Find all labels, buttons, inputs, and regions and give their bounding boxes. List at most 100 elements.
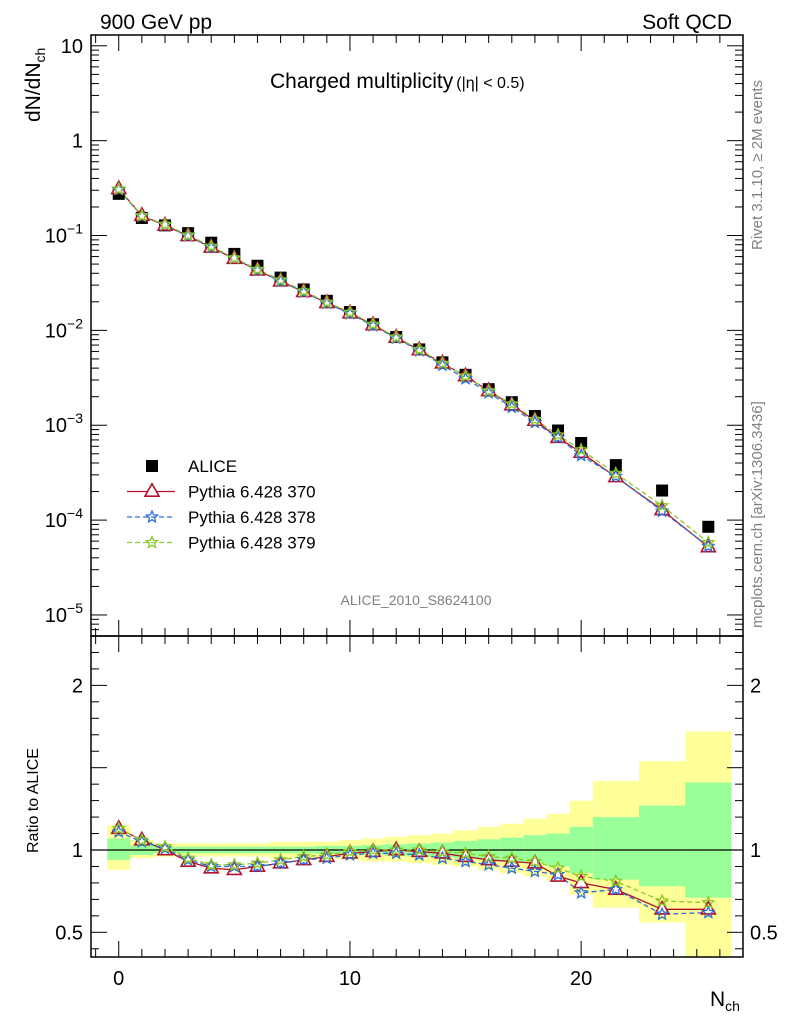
ratio-point <box>134 832 150 847</box>
data-point <box>250 261 265 276</box>
data-point <box>342 304 358 319</box>
data-point <box>609 459 622 472</box>
ratio-point <box>435 843 450 858</box>
inner-band <box>592 817 639 880</box>
ratio-point <box>608 881 624 896</box>
main-series-group <box>110 179 717 553</box>
legend-marker <box>143 482 161 497</box>
data-point <box>134 208 150 222</box>
ratio-point <box>273 855 288 870</box>
ratio-point <box>365 842 381 857</box>
legend-label: Pythia 6.428 370 <box>188 483 316 502</box>
y-axis-label: dN/dNch <box>22 48 48 122</box>
ratio-point <box>458 853 473 868</box>
ratio-point <box>550 867 566 881</box>
ratio-point <box>180 850 196 865</box>
y-tick-label-base: 10 <box>45 415 67 437</box>
data-point <box>180 227 196 242</box>
collision-label: 900 GeV pp <box>100 11 212 34</box>
data-point <box>700 538 716 553</box>
data-point <box>226 250 242 265</box>
data-point <box>365 316 381 331</box>
y-tick-label-exp: −2 <box>67 315 83 331</box>
y-tick-label-exp: −3 <box>67 410 83 426</box>
ratio-point <box>388 842 404 857</box>
ratio-point <box>527 863 543 878</box>
ratio-point <box>296 848 312 863</box>
ratio-point <box>700 904 716 919</box>
data-point <box>527 414 543 429</box>
data-point <box>481 383 496 398</box>
ratio-point <box>411 842 427 857</box>
ratio-y-tick-label: 0.5 <box>55 922 83 944</box>
ratio-point <box>250 858 265 873</box>
category-label: Soft QCD <box>642 11 732 34</box>
y-tick-label-base: 10 <box>45 510 67 532</box>
ratio-point <box>550 860 566 875</box>
ratio-axes: 2 2 1 1 0.5 0.5 0 10 20 <box>55 635 778 990</box>
x-tick-label: 20 <box>570 968 592 990</box>
data-point <box>654 498 670 512</box>
ratio-point <box>250 855 265 870</box>
data-point <box>157 216 173 231</box>
y-tick-label-base: 10 <box>45 226 67 248</box>
ratio-point <box>342 847 358 862</box>
y-tick-label: 1 <box>72 131 83 153</box>
ratio-point <box>458 845 473 860</box>
ratio-point <box>203 857 219 872</box>
legend-label: Pythia 6.428 378 <box>188 508 316 527</box>
y-tick-label-base: 10 <box>45 605 67 627</box>
ratio-point <box>319 847 335 862</box>
ratio-point <box>504 860 520 875</box>
y-tick-label-exp: −1 <box>67 221 83 237</box>
data-point <box>504 399 520 414</box>
ratio-point <box>573 885 589 900</box>
legend-marker <box>146 460 158 472</box>
ratio-point <box>296 852 312 867</box>
data-point <box>111 181 127 196</box>
data-point <box>700 534 716 549</box>
ratio-point <box>481 857 497 872</box>
data-point <box>573 447 589 462</box>
ratio-point <box>481 848 497 863</box>
legend: ALICE Pythia 6.428 370 Pythia 6.428 378 Pyt… <box>127 457 316 553</box>
y-tick-label-exp: −4 <box>67 505 83 521</box>
data-point <box>654 503 670 518</box>
y-tick-label: 10−4 <box>45 505 83 532</box>
inner-band <box>685 782 732 898</box>
data-point <box>608 465 624 480</box>
y-tick-label: 10−1 <box>45 221 83 248</box>
data-point <box>504 396 520 411</box>
ratio-point <box>226 857 242 872</box>
ratio-point <box>342 843 358 858</box>
data-point <box>527 411 543 426</box>
ratio-point <box>111 824 127 839</box>
mcplots-label: mcplots.cern.ch [arXiv:1306.3436] <box>749 401 766 628</box>
ratio-point <box>504 850 520 865</box>
y-tick-label: 10 <box>61 36 83 58</box>
y-tick-label: 10−5 <box>45 600 83 627</box>
legend-label: ALICE <box>188 457 237 476</box>
ratio-point <box>435 850 450 865</box>
data-point <box>656 484 669 497</box>
ratio-plot: 2 2 1 1 0.5 0.5 0 10 20 Ratio to ALICE Nch <box>25 635 778 1014</box>
ratio-point <box>573 868 589 883</box>
data-point <box>458 370 473 385</box>
ratio-point <box>111 820 127 835</box>
y-tick-label-base: 10 <box>45 320 67 342</box>
ratio-y-tick-label: 2 <box>72 675 83 697</box>
ratio-series-line <box>118 831 709 915</box>
x-tick-label: 10 <box>339 968 361 990</box>
data-point <box>702 520 715 533</box>
data-point <box>273 272 288 287</box>
ratio-frame <box>90 635 744 958</box>
ratio-y-axis-label: Ratio to ALICE <box>25 748 42 853</box>
y-tick-label-exp: −5 <box>67 600 83 616</box>
data-point <box>296 283 311 298</box>
ratio-y-tick-label-right: 0.5 <box>750 922 778 944</box>
ratio-point <box>654 893 670 908</box>
y-tick-label: 10−2 <box>45 315 83 342</box>
ratio-point <box>411 847 427 862</box>
